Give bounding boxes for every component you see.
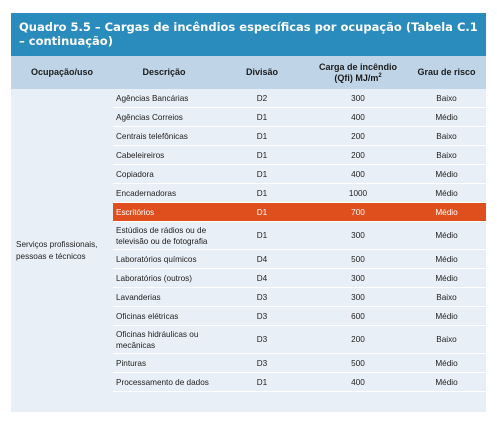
fire-load-cell: 600 (351, 311, 365, 321)
description-cell: Escritórios (116, 207, 155, 217)
table-row: Laboratórios (outros) D4 300 Médio (113, 269, 486, 288)
fire-load-cell: 400 (351, 112, 365, 122)
description-cell: Laboratórios (outros) (116, 273, 192, 283)
description-cell: Lavanderias (116, 292, 161, 302)
fire-load-cell: 300 (351, 93, 365, 103)
risk-cell: Médio (435, 254, 458, 264)
division-cell: D1 (256, 150, 268, 160)
table-row: Centrais telefônicas D1 200 Baixo (113, 127, 486, 146)
risk-cell: Médio (435, 358, 458, 368)
division-cell: D3 (256, 358, 268, 368)
table-row: Cabeleireiros D1 200 Baixo (113, 146, 486, 165)
description-cell: Cabeleireiros (116, 150, 165, 160)
risk-cell: Médio (435, 311, 458, 321)
risk-cell: Baixo (436, 93, 457, 103)
risk-cell: Baixo (436, 150, 457, 160)
table-row: Oficinas elétricas D3 600 Médio (113, 307, 486, 326)
fire-load-cell: 1000 (348, 188, 368, 198)
table-row: Agências Correios D1 400 Médio (113, 108, 486, 127)
table-row: Oficinas hidráulicas ou mecânicas D3 200 Ba… (113, 326, 486, 354)
description-cell: Agências Correios (116, 112, 183, 122)
fire-load-cell: 400 (351, 169, 365, 179)
description-cell: Pinturas (116, 358, 147, 368)
fire-load-cell: 500 (351, 254, 365, 264)
table-row: Escritórios D1 700 Médio (113, 203, 486, 222)
risk-cell: Médio (435, 273, 458, 283)
division-cell: D4 (256, 273, 268, 283)
fire-load-table: Quadro 5.5 – Cargas de incêndios específ… (11, 13, 486, 412)
table-row: Pinturas D3 500 Médio (113, 354, 486, 373)
risk-cell: Baixo (436, 131, 457, 141)
description-cell: Agências Bancárias (116, 93, 189, 103)
risk-cell: Baixo (436, 292, 457, 302)
description-cell: Oficinas elétricas (116, 311, 179, 321)
table-row: Encadernadoras D1 1000 Médio (113, 184, 486, 203)
header-division: Divisão (245, 67, 278, 77)
table-row: Estúdios de rádios ou de televisão ou de… (113, 222, 486, 250)
fire-load-cell: 200 (351, 131, 365, 141)
division-cell: D1 (256, 207, 268, 217)
division-cell: D1 (256, 131, 268, 141)
table-row: Processamento de dados D1 400 Médio (113, 373, 486, 392)
description-cell: Copiadora (116, 169, 154, 179)
description-cell: Estúdios de rádios ou de televisão ou de… (116, 225, 208, 246)
risk-cell: Baixo (436, 335, 457, 344)
description-cell: Encadernadoras (116, 188, 177, 198)
fire-load-cell: 200 (351, 150, 365, 160)
division-cell: D3 (256, 311, 268, 321)
description-cell: Centrais telefônicas (116, 131, 188, 141)
division-cell: D1 (256, 169, 268, 179)
occupation-cell: Serviços profissionais, pessoas e técnic… (16, 239, 98, 261)
table-header: Ocupação/uso Descrição Divisão Carga de … (11, 56, 486, 89)
risk-cell: Médio (435, 188, 458, 198)
risk-cell: Médio (435, 112, 458, 122)
table-row: Laboratórios químicos D4 500 Médio (113, 250, 486, 269)
fire-load-cell: 300 (351, 292, 365, 302)
description-cell: Oficinas hidráulicas ou mecânicas (116, 329, 199, 350)
header-risk: Grau de risco (417, 67, 476, 77)
risk-cell: Médio (435, 207, 458, 217)
fire-load-cell: 200 (351, 335, 365, 344)
table-row: Lavanderias D3 300 Baixo (113, 288, 486, 307)
division-cell: D3 (256, 292, 268, 302)
header-occupation: Ocupação/uso (30, 67, 93, 77)
division-cell: D1 (256, 377, 268, 387)
division-cell: D4 (256, 254, 268, 264)
risk-cell: Médio (435, 169, 458, 179)
fire-load-cell: 500 (351, 358, 365, 368)
description-cell: Processamento de dados (116, 377, 209, 387)
fire-load-cell: 700 (351, 207, 365, 217)
division-cell: D1 (256, 231, 268, 240)
risk-cell: Médio (435, 231, 458, 240)
table-body: Serviços profissionais, pessoas e técnic… (11, 89, 486, 412)
risk-cell: Médio (435, 377, 458, 387)
description-cell: Laboratórios químicos (116, 254, 197, 264)
fire-load-cell: 300 (351, 231, 365, 240)
fire-load-cell: 400 (351, 377, 365, 387)
header-description: Descrição (142, 67, 186, 77)
fire-load-cell: 300 (351, 273, 365, 283)
division-cell: D1 (256, 112, 268, 122)
table-row: Copiadora D1 400 Médio (113, 165, 486, 184)
header-fire-load-label: Carga de incêndio (318, 61, 398, 72)
header-fire-load-unit-exponent: 2 (378, 72, 382, 79)
division-cell: D2 (256, 93, 268, 103)
header-fire-load: Carga de incêndio (Qfi) MJ/m2 (309, 56, 407, 89)
header-fire-load-unit: (Qfi) MJ/m (334, 72, 379, 83)
division-cell: D3 (256, 335, 268, 344)
division-cell: D1 (256, 188, 268, 198)
table-row: Agências Bancárias D2 300 Baixo (113, 89, 486, 108)
table-title: Quadro 5.5 – Cargas de incêndios específ… (11, 13, 486, 56)
